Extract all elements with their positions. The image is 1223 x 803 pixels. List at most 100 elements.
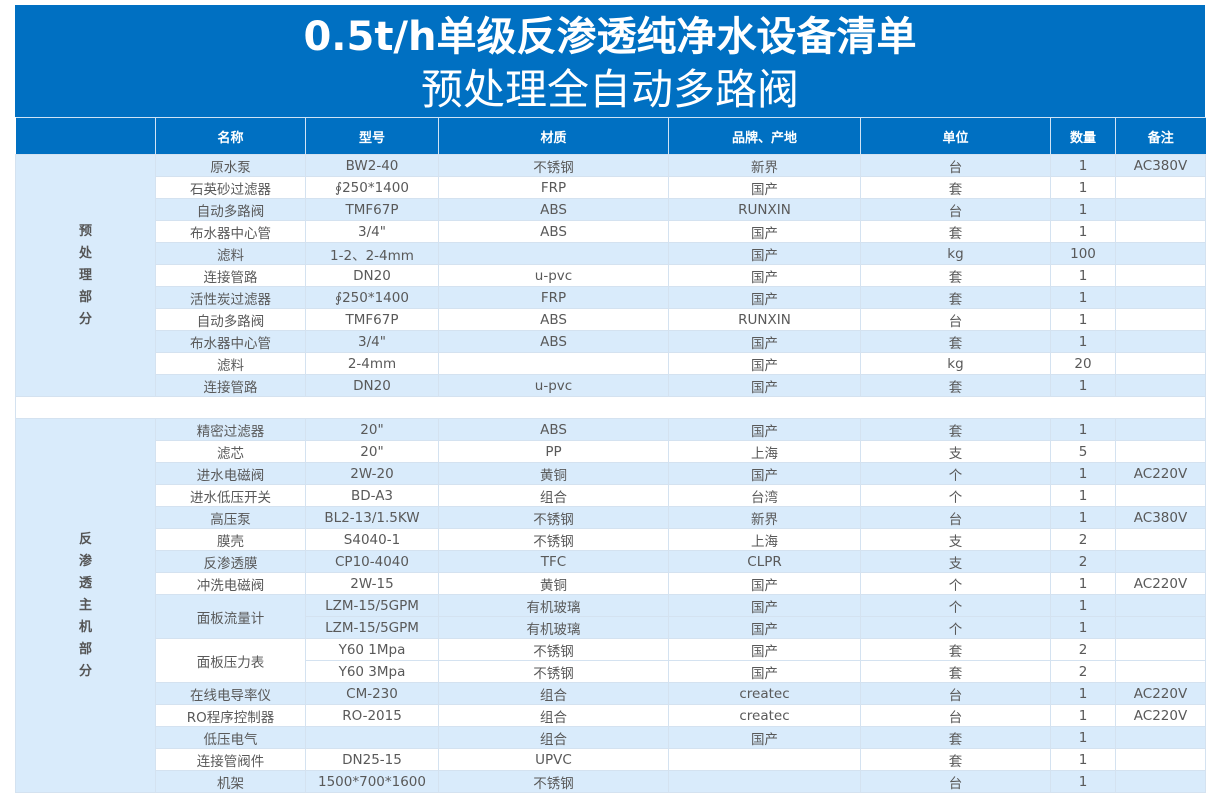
item-note: [1115, 264, 1206, 287]
item-note: [1115, 242, 1206, 265]
item-material: 不锈钢: [438, 638, 669, 661]
item-material: [438, 352, 669, 375]
equipment-list-document: 0.5t/h单级反渗透纯净水设备清单 预处理全自动多路阀 名称 型号 材质 品牌…: [15, 5, 1206, 793]
item-quantity: 1: [1050, 374, 1116, 397]
item-model: LZM-15/5GPM: [305, 594, 439, 617]
item-quantity: 1: [1050, 726, 1116, 749]
item-quantity: 1: [1050, 572, 1116, 595]
item-quantity: 1: [1050, 484, 1116, 507]
item-name: 进水电磁阀: [155, 462, 306, 485]
item-quantity: 20: [1050, 352, 1116, 375]
item-note: [1115, 726, 1206, 749]
item-brand: 国产: [668, 418, 861, 441]
table-row: 滤料 1-2、2-4mm 国产 kg 100: [16, 242, 1206, 265]
item-brand: RUNXIN: [668, 198, 861, 221]
item-material: PP: [438, 440, 669, 463]
item-brand: 国产: [668, 374, 861, 397]
table-row: 布水器中心管 3/4" ABS 国产套 1: [16, 220, 1206, 243]
item-brand: 国产: [668, 638, 861, 661]
item-material: FRP: [438, 176, 669, 199]
item-material: 不锈钢: [438, 660, 669, 683]
item-model: DN20: [305, 264, 439, 287]
item-note: [1115, 220, 1206, 243]
item-model: Y60 1Mpa: [305, 638, 439, 661]
item-unit: 套: [860, 418, 1051, 441]
column-header-name: 名称: [155, 117, 306, 155]
item-model: BW2-40: [305, 154, 439, 177]
item-unit: 台: [860, 682, 1051, 705]
item-name: 机架: [155, 770, 306, 793]
item-brand: 国产: [668, 572, 861, 595]
item-unit: 支: [860, 550, 1051, 573]
column-header-unit: 单位: [860, 117, 1051, 155]
item-brand: 国产: [668, 264, 861, 287]
item-brand: 国产: [668, 616, 861, 639]
item-quantity: 1: [1050, 682, 1116, 705]
table-row: 滤芯 20" PP 上海支 5: [16, 440, 1206, 463]
item-unit: 个: [860, 572, 1051, 595]
item-unit: 台: [860, 308, 1051, 331]
item-material: 不锈钢: [438, 528, 669, 551]
item-name: 自动多路阀: [155, 308, 306, 331]
item-note: [1115, 374, 1206, 397]
item-brand: 国产: [668, 242, 861, 265]
item-brand: 国产: [668, 176, 861, 199]
item-material: 组合: [438, 682, 669, 705]
item-brand: 国产: [668, 660, 861, 683]
column-header-material: 材质: [438, 117, 669, 155]
item-unit: kg: [860, 352, 1051, 375]
table-row: 石英砂过滤器 ∮250*1400 FRP 国产套 1: [16, 176, 1206, 199]
item-note: AC380V: [1115, 506, 1206, 529]
item-name: 布水器中心管: [155, 220, 306, 243]
item-name: RO程序控制器: [155, 704, 306, 727]
item-material: u-pvc: [438, 374, 669, 397]
item-unit: 台: [860, 154, 1051, 177]
item-note: [1115, 594, 1206, 617]
item-quantity: 1: [1050, 594, 1116, 617]
item-quantity: 1: [1050, 770, 1116, 793]
item-name: 连接管阀件: [155, 748, 306, 771]
item-quantity: 1: [1050, 264, 1116, 287]
item-unit: 套: [860, 264, 1051, 287]
item-brand: [668, 748, 861, 771]
item-brand: 上海: [668, 440, 861, 463]
column-header-model: 型号: [305, 117, 439, 155]
item-unit: 套: [860, 220, 1051, 243]
table-row: RO程序控制器 RO-2015 组合 createc 台 1 AC220V: [16, 704, 1206, 727]
item-unit: 个: [860, 484, 1051, 507]
spacer-row: [15, 396, 1206, 419]
table-row: 膜壳 S4040-1 不锈钢 上海支 2: [16, 528, 1206, 551]
item-brand: 国产: [668, 286, 861, 309]
table-row: 布水器中心管 3/4" ABS 国产套 1: [16, 330, 1206, 353]
item-name: 连接管路: [155, 264, 306, 287]
item-material: UPVC: [438, 748, 669, 771]
item-note: [1115, 286, 1206, 309]
item-model: TMF67P: [305, 308, 439, 331]
item-name: 石英砂过滤器: [155, 176, 306, 199]
item-name: 自动多路阀: [155, 198, 306, 221]
item-unit: 个: [860, 462, 1051, 485]
item-unit: 台: [860, 704, 1051, 727]
item-brand: createc: [668, 682, 861, 705]
item-note: [1115, 748, 1206, 771]
item-note: [1115, 418, 1206, 441]
item-name: 面板流量计: [155, 594, 306, 639]
item-model: ∮250*1400: [305, 286, 439, 309]
item-brand: 新界: [668, 506, 861, 529]
item-brand: 国产: [668, 352, 861, 375]
table-row: 自动多路阀 TMF67P ABS RUNXIN 台 1: [16, 308, 1206, 331]
spacer-cell: [15, 396, 1206, 419]
section-label: 反渗透主机部分: [78, 531, 92, 679]
item-material: 黄铜: [438, 462, 669, 485]
item-material: 组合: [438, 484, 669, 507]
item-model: LZM-15/5GPM: [305, 616, 439, 639]
item-model: RO-2015: [305, 704, 439, 727]
item-model: 1500*700*1600: [305, 770, 439, 793]
item-quantity: 100: [1050, 242, 1116, 265]
item-model: DN25-15: [305, 748, 439, 771]
item-note: [1115, 352, 1206, 375]
item-brand: 台湾: [668, 484, 861, 507]
item-note: [1115, 660, 1206, 683]
item-name: 滤料: [155, 352, 306, 375]
table-row: 连接管路 DN20 u-pvc 国产套 1: [16, 374, 1206, 397]
